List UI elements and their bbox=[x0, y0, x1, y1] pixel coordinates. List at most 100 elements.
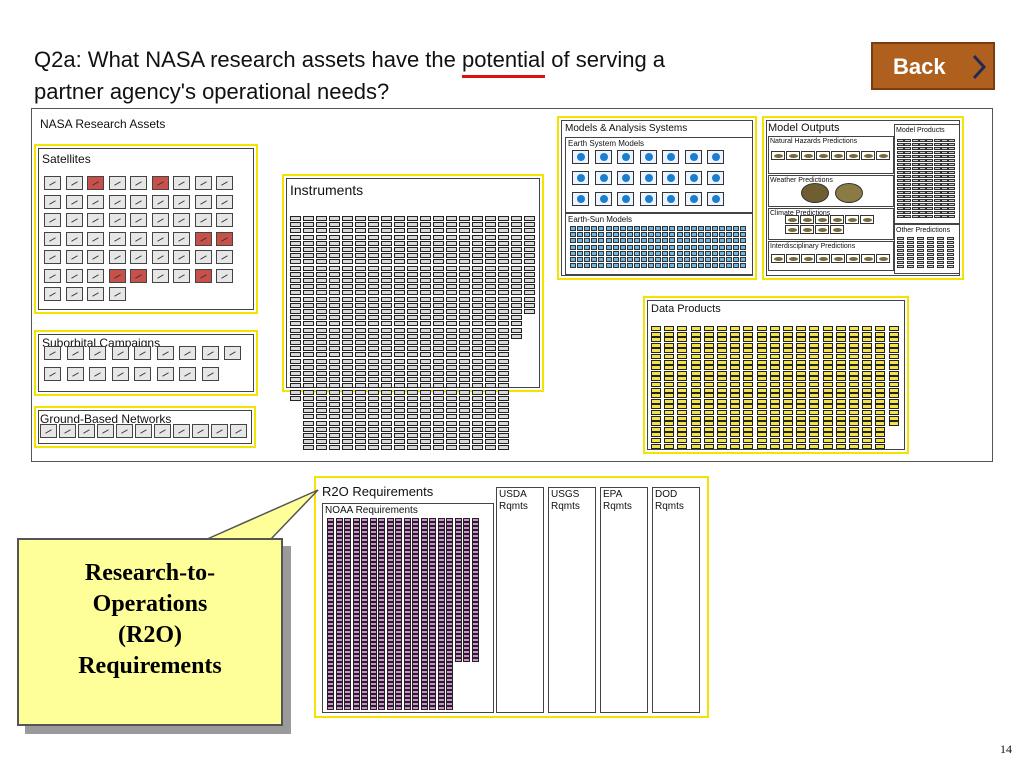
satellite-thumbnail bbox=[87, 231, 104, 246]
suborbital-thumbnail bbox=[156, 346, 174, 360]
instrument-thumbnail bbox=[459, 234, 470, 240]
instrument-thumbnail bbox=[485, 346, 496, 352]
instrument-thumbnail bbox=[342, 333, 353, 339]
instrument-thumbnail bbox=[394, 284, 405, 290]
instrument-thumbnail bbox=[459, 222, 470, 228]
instruments-label: Instruments bbox=[290, 182, 364, 198]
instrument-thumbnail bbox=[316, 271, 327, 277]
instrument-thumbnail bbox=[407, 309, 418, 314]
instrument-thumbnail bbox=[316, 352, 327, 358]
satellite-thumbnail bbox=[65, 287, 83, 301]
instrument-thumbnail bbox=[511, 234, 522, 240]
instrument-thumbnail bbox=[485, 222, 496, 228]
instrument-thumbnail bbox=[446, 346, 457, 352]
instrument-thumbnail bbox=[303, 290, 314, 296]
instrument-thumbnail bbox=[485, 265, 496, 271]
instrument-thumbnail bbox=[342, 228, 353, 234]
satellite-thumbnail bbox=[65, 268, 83, 283]
instrument-thumbnail bbox=[342, 340, 353, 345]
instrument-thumbnail bbox=[472, 340, 483, 345]
instrument-thumbnail bbox=[433, 346, 444, 352]
satellite-thumbnail bbox=[216, 268, 233, 283]
instrument-thumbnail bbox=[303, 259, 314, 265]
instrument-thumbnail bbox=[459, 321, 470, 327]
instrument-thumbnail bbox=[303, 253, 314, 259]
instrument-thumbnail bbox=[485, 290, 496, 296]
instrument-thumbnail bbox=[290, 321, 301, 327]
instrument-thumbnail bbox=[316, 302, 327, 308]
instruments-box[interactable]: Instruments bbox=[282, 174, 544, 451]
instrument-thumbnail bbox=[524, 265, 535, 271]
instrument-thumbnail bbox=[498, 327, 509, 333]
callout-line-1: Research-to- bbox=[84, 560, 216, 586]
instrument-thumbnail bbox=[420, 284, 431, 290]
ground-network-thumbnail bbox=[97, 424, 114, 438]
instrument-thumbnail bbox=[498, 240, 509, 246]
satellite-thumbnail bbox=[108, 268, 126, 283]
instrument-thumbnail bbox=[498, 296, 509, 302]
instrument-thumbnail bbox=[329, 321, 340, 327]
instrument-thumbnail bbox=[290, 271, 301, 277]
instrument-thumbnail bbox=[524, 259, 535, 265]
instrument-thumbnail bbox=[316, 259, 327, 265]
instrument-thumbnail bbox=[498, 340, 509, 345]
instrument-thumbnail bbox=[524, 247, 535, 252]
instrument-thumbnail bbox=[498, 265, 509, 271]
instrument-thumbnail bbox=[472, 228, 483, 234]
instrument-thumbnail bbox=[316, 284, 327, 290]
instrument-thumbnail bbox=[342, 315, 353, 321]
instrument-thumbnail bbox=[290, 247, 301, 252]
instrument-thumbnail bbox=[472, 327, 483, 333]
instrument-thumbnail bbox=[381, 284, 392, 290]
instrument-thumbnail bbox=[342, 296, 353, 302]
instrument-thumbnail bbox=[433, 358, 444, 364]
instrument-thumbnail bbox=[472, 222, 483, 228]
instrument-thumbnail bbox=[368, 340, 379, 345]
instrument-thumbnail bbox=[511, 302, 522, 308]
suborbital-campaigns-box[interactable]: Suborbital Campaigns bbox=[34, 330, 258, 396]
instrument-thumbnail bbox=[355, 340, 366, 345]
instrument-thumbnail bbox=[524, 271, 535, 277]
instrument-thumbnail bbox=[485, 340, 496, 345]
satellite-thumbnail bbox=[65, 250, 83, 264]
instrument-thumbnail bbox=[433, 315, 444, 321]
instrument-thumbnail bbox=[524, 253, 535, 259]
instrument-thumbnail bbox=[407, 216, 418, 221]
instrument-thumbnail bbox=[303, 296, 314, 302]
instrument-thumbnail bbox=[485, 315, 496, 321]
instrument-thumbnail bbox=[368, 309, 379, 314]
instrument-thumbnail bbox=[459, 358, 470, 364]
instrument-thumbnail bbox=[407, 290, 418, 296]
instrument-thumbnail bbox=[446, 278, 457, 283]
instrument-thumbnail bbox=[355, 228, 366, 234]
instrument-thumbnail bbox=[420, 216, 431, 221]
instrument-thumbnail bbox=[342, 222, 353, 228]
instrument-thumbnail bbox=[355, 278, 366, 283]
back-button[interactable]: Back bbox=[871, 42, 995, 90]
instrument-thumbnail bbox=[433, 228, 444, 234]
suborbital-thumbnail bbox=[224, 346, 241, 360]
satellite-thumbnail bbox=[216, 176, 233, 190]
suborbital-thumbnail bbox=[111, 367, 129, 381]
instrument-thumbnail bbox=[394, 321, 405, 327]
instrument-thumbnail bbox=[329, 234, 340, 240]
satellite-thumbnail bbox=[151, 231, 169, 246]
instrument-thumbnail bbox=[316, 315, 327, 321]
instrument-thumbnail bbox=[303, 216, 314, 221]
instrument-thumbnail bbox=[303, 271, 314, 277]
suborbital-thumbnail bbox=[66, 346, 84, 360]
instrument-thumbnail bbox=[290, 309, 301, 314]
instrument-thumbnail bbox=[381, 352, 392, 358]
satellite-thumbnail bbox=[130, 194, 147, 209]
instrument-thumbnail bbox=[420, 222, 431, 228]
ground-based-networks-box[interactable]: Ground-Based Networks bbox=[34, 406, 256, 448]
instrument-thumbnail bbox=[329, 216, 340, 221]
satellites-box[interactable]: Satellites bbox=[34, 144, 258, 314]
satellite-thumbnail bbox=[194, 268, 212, 283]
instrument-thumbnail bbox=[329, 247, 340, 252]
instrument-thumbnail bbox=[407, 228, 418, 234]
instrument-thumbnail bbox=[511, 228, 522, 234]
satellite-thumbnail bbox=[194, 250, 212, 264]
satellite-thumbnail bbox=[173, 250, 190, 264]
instrument-thumbnail bbox=[446, 253, 457, 259]
